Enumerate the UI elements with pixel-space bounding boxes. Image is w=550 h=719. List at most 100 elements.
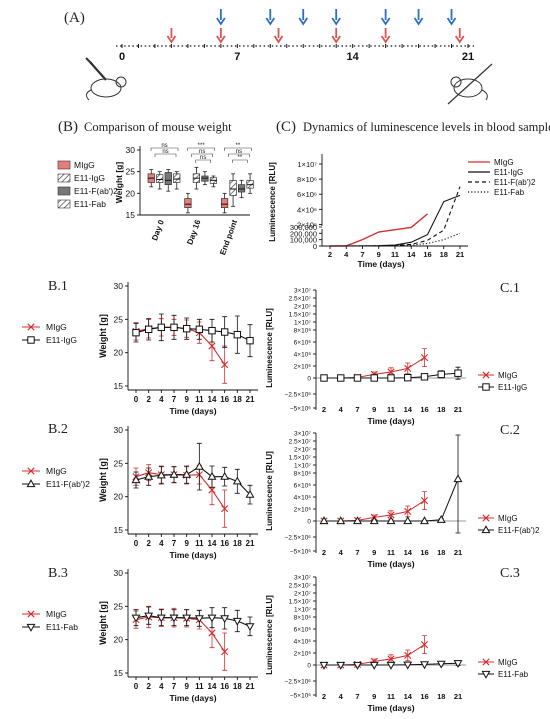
data-point: [404, 507, 412, 515]
x-axis-label: Time (days): [357, 259, 404, 269]
x-tick-label: 16: [420, 692, 428, 701]
category-label: Day 16: [185, 218, 202, 246]
significance-label: **: [237, 155, 242, 161]
x-tick-label: 4: [339, 405, 344, 414]
x-tick-label: 14: [208, 682, 217, 691]
data-point: [420, 641, 429, 649]
legend-marker: [482, 514, 490, 522]
series-e11-f-ab-2: [319, 434, 463, 534]
data-point: [157, 323, 166, 332]
x-tick-label: 7: [172, 682, 177, 691]
legend: MIgG E11-Fab: [478, 658, 529, 679]
data-point: [454, 369, 462, 377]
box-migg: [220, 192, 229, 214]
legend-label: E11-Fab: [74, 199, 106, 209]
y-tick-label: −2.5×10⁶: [284, 679, 311, 686]
legend-swatch: [57, 199, 71, 209]
box-rect: [156, 174, 164, 183]
y-tick-label: 20: [114, 492, 124, 502]
data-point: [132, 328, 140, 337]
y-tick-label: 6×10⁶: [297, 190, 317, 199]
y-tick-label: 2×10⁶: [297, 220, 317, 229]
box-rect: [173, 173, 181, 183]
blue-arrow-head: [298, 17, 308, 26]
data-point: [437, 370, 445, 379]
significance-label: ns: [161, 143, 167, 149]
x-tick-label: 2: [328, 250, 332, 259]
legend-swatch: [57, 186, 71, 196]
chart-b1: 15 20 25 30 0 2 4 7 9 11 14 16 18 21 Time (days) Weight…: [22, 281, 258, 416]
data-point: [131, 475, 141, 484]
x-tick-label: 2: [146, 539, 151, 548]
series-line: [135, 465, 251, 496]
legend-marker: [482, 658, 490, 666]
x-tick-label: 14: [208, 539, 217, 548]
data-point: [182, 614, 192, 623]
legend-swatch: [57, 173, 71, 183]
mouse-head: [450, 76, 462, 88]
legend: MIgG E11-IgG: [478, 371, 527, 392]
y-axis-label: Weight [g]: [98, 601, 108, 645]
red-arrow-head: [455, 35, 465, 44]
y-tick-label: 8×10⁶: [297, 175, 317, 184]
legend-label: E11-F(ab')2: [74, 186, 118, 196]
data-point: [245, 623, 255, 632]
y-tick-label: 20: [126, 188, 136, 198]
mouse-tail: [85, 89, 92, 101]
x-tick-label: 7: [172, 539, 177, 548]
x-tick-label: 7: [172, 395, 177, 404]
data-point: [336, 661, 346, 670]
data-point: [208, 326, 216, 335]
mouse-crossed-icon: [447, 63, 493, 105]
significance-label: ns: [162, 149, 168, 155]
panel-a-label: (A): [64, 10, 85, 26]
legend-label: MIgG: [494, 158, 514, 167]
x-tick-label: 11: [195, 682, 204, 691]
y-tick-label: −2.5×10⁶: [284, 392, 311, 399]
x-tick-label: 14: [208, 395, 217, 404]
data-point: [221, 361, 229, 369]
legend-marker: [27, 336, 35, 344]
syringe: [89, 61, 107, 81]
y-tick-label: 0: [307, 376, 311, 383]
x-tick-label: 16: [423, 250, 431, 259]
data-point: [404, 651, 412, 659]
legend-swatch: [57, 160, 71, 170]
data-point: [232, 617, 242, 626]
legend-marker: [27, 610, 35, 618]
y-tick-label: 25: [114, 601, 124, 611]
y-tick-label: 100,000: [290, 236, 317, 245]
x-tick-label: 0: [134, 395, 139, 404]
y-tick-label: 4×10⁶: [294, 639, 312, 646]
x-axis-label: Time (days): [169, 406, 216, 416]
legend-label: E11-IgG: [46, 335, 77, 345]
legend-marker: [27, 467, 35, 475]
data-point: [320, 374, 328, 382]
blue-arrow-head: [216, 17, 226, 26]
data-point: [353, 661, 362, 670]
y-tick-label: 3×10⁷: [294, 431, 312, 438]
data-point: [208, 486, 216, 494]
panel-b-label: (B): [58, 119, 78, 135]
y-axis-label: Luminescence [RLU]: [265, 595, 274, 675]
series-line: [135, 326, 251, 342]
blue-arrow: [265, 9, 276, 26]
data-point: [420, 354, 429, 362]
y-tick-label: 3×10⁷: [294, 288, 312, 295]
x-tick-label: 11: [195, 395, 204, 404]
x-tick-label: 16: [220, 395, 229, 404]
x-tick-label: 7: [360, 250, 364, 259]
legend-label: E11-Fab: [494, 188, 525, 197]
x-tick-label: 21: [454, 548, 462, 557]
error-bar: [455, 434, 461, 534]
legend-label: E11-F(ab')2: [494, 178, 536, 187]
x-tick-label: 14: [407, 250, 416, 259]
panel-c1-label: C.1: [500, 281, 520, 296]
data-point: [436, 660, 446, 669]
y-tick-label: 30: [126, 145, 136, 155]
y-tick-label: −2.5×10⁶: [284, 535, 311, 542]
y-tick-label: −5×10⁶: [290, 549, 311, 556]
x-tick-label: 4: [159, 539, 164, 548]
x-tick-label: 11: [387, 548, 395, 557]
legend: MIgG E11-IgG E11-F(ab')2 E11-Fab: [57, 160, 118, 209]
